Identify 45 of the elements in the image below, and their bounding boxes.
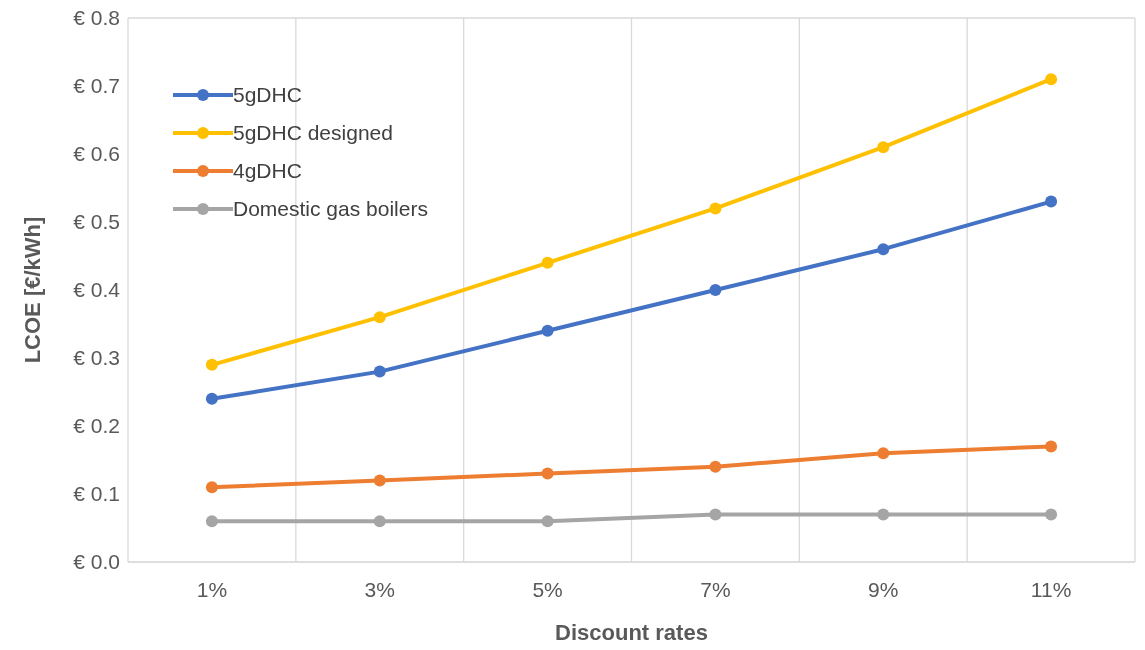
- point: [709, 460, 722, 473]
- point: [1045, 73, 1058, 86]
- y-tick-label: € 0.0: [73, 550, 120, 574]
- legend-label: Domestic gas boilers: [233, 197, 428, 221]
- point: [1045, 195, 1058, 208]
- y-tick-label: € 0.5: [73, 210, 120, 234]
- x-tick-label: 1%: [196, 577, 228, 601]
- y-tick-label: € 0.1: [73, 482, 120, 506]
- y-tick-label: € 0.7: [73, 74, 120, 98]
- x-tick-label: 7%: [700, 577, 731, 601]
- point: [541, 256, 554, 269]
- x-tick-label: 3%: [364, 577, 395, 601]
- point: [373, 474, 386, 487]
- point: [877, 141, 890, 154]
- point: [877, 508, 890, 521]
- point: [373, 365, 386, 378]
- point: [205, 515, 218, 528]
- point: [877, 243, 890, 256]
- legend-label: 5gDHC: [233, 83, 302, 107]
- point: [1045, 508, 1058, 521]
- x-tick-label: 11%: [1030, 577, 1072, 601]
- x-axis-title: Discount rates: [555, 620, 708, 645]
- point: [205, 358, 218, 371]
- y-tick-label: € 0.6: [73, 142, 120, 166]
- point: [205, 392, 218, 405]
- legend-label: 4gDHC: [233, 159, 302, 183]
- point: [1045, 440, 1058, 453]
- point: [373, 515, 386, 528]
- point: [205, 481, 218, 494]
- point: [709, 508, 722, 521]
- legend-label: 5gDHC designed: [233, 121, 393, 145]
- point: [541, 324, 554, 337]
- point: [541, 467, 554, 480]
- y-axis-title: LCOE [€/kWh]: [19, 216, 45, 364]
- x-tick-label: 9%: [868, 577, 899, 601]
- y-tick-label: € 0.2: [73, 414, 120, 438]
- y-tick-label: € 0.4: [73, 278, 121, 302]
- y-tick-label: € 0.8: [73, 6, 120, 30]
- point: [877, 447, 890, 460]
- y-tick-label: € 0.3: [73, 346, 120, 370]
- point: [373, 311, 386, 324]
- point: [709, 202, 722, 215]
- point: [541, 515, 554, 528]
- point: [709, 284, 722, 296]
- x-tick-label: 5%: [532, 577, 563, 601]
